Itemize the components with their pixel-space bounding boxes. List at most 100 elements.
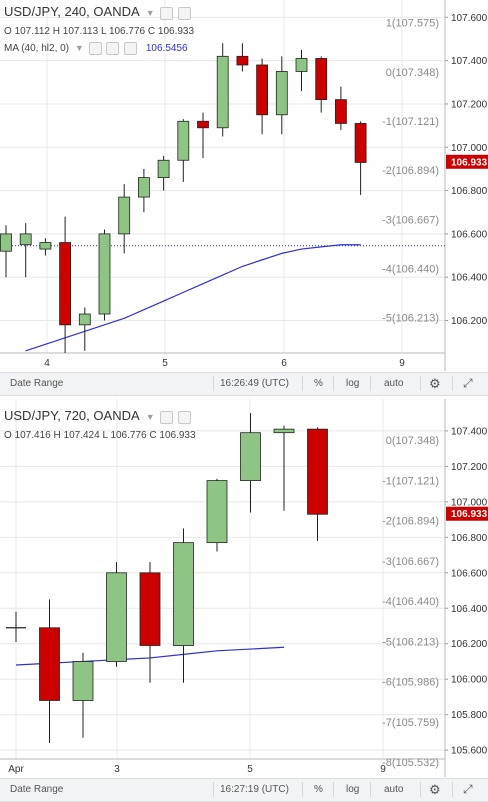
- x-tick-label: Apr: [8, 764, 24, 775]
- candle-body: [236, 55, 249, 66]
- y-tick-label: 106.600: [451, 229, 488, 240]
- chart-1-canvas[interactable]: 107.600 107.400 107.200 107.000 106.800 106.6…: [0, 0, 488, 372]
- auto-toggle[interactable]: auto: [384, 784, 404, 795]
- percent-level-label: -2(106.894): [382, 165, 439, 177]
- percent-toggle[interactable]: %: [314, 378, 323, 389]
- percent-level-label: 0(107.348): [386, 435, 439, 447]
- percent-level-label: -3(106.667): [382, 556, 439, 568]
- candle-body: [39, 627, 60, 701]
- visibility-icon[interactable]: [88, 42, 102, 55]
- y-tick-label: 107.400: [451, 56, 488, 67]
- x-tick-label: 4: [44, 358, 50, 369]
- plot-area: [0, 399, 445, 759]
- date-range-button[interactable]: Date Range: [10, 378, 64, 389]
- gear-icon[interactable]: ⚙: [429, 782, 441, 797]
- chevron-down-icon[interactable]: ▼: [145, 412, 155, 422]
- chevron-down-icon[interactable]: ▼: [74, 43, 84, 54]
- y-tick-label: 106.800: [451, 186, 488, 197]
- percent-toggle[interactable]: %: [314, 784, 323, 795]
- ma-value: 106.5456: [145, 43, 188, 55]
- chart-1-ohlc-row: O 107.112 H 107.113 L 106.776 C 106.933: [4, 26, 194, 37]
- candle-body: [106, 572, 127, 662]
- date-range-button[interactable]: Date Range: [10, 784, 64, 795]
- candle-body: [78, 313, 91, 326]
- log-toggle[interactable]: log: [346, 378, 360, 389]
- x-tick-label: 9: [380, 764, 386, 775]
- candle-body: [216, 55, 229, 129]
- y-tick-label: 107.000: [451, 497, 488, 508]
- candle-body: [354, 123, 367, 163]
- candle-body: [98, 233, 111, 315]
- settings-icon[interactable]: [177, 410, 191, 424]
- candle-body: [197, 120, 209, 129]
- chart-1-interval: 240: [64, 4, 87, 19]
- chart-2-broker: OANDA: [93, 408, 140, 423]
- y-tick-label: 107.600: [451, 13, 488, 24]
- toolbar-2: Date Range 16:27:19 (UTC) % log auto ⚙ ⤢: [0, 778, 488, 802]
- ohlc-close-label: C: [147, 26, 156, 37]
- candle-body: [256, 64, 269, 116]
- fullscreen-icon[interactable]: ⤢: [463, 376, 473, 390]
- last-price-tag: [446, 506, 488, 521]
- close-icon[interactable]: [124, 42, 138, 55]
- y-tick-label: 106.200: [451, 316, 488, 327]
- candle-body: [173, 542, 194, 646]
- ohlc-open-value: 107.416: [14, 430, 51, 441]
- chart-1-broker: OANDA: [93, 4, 140, 19]
- ma-label: MA (40, hl2, 0): [4, 43, 70, 55]
- percent-level-label: 1(107.575): [386, 18, 439, 30]
- ohlc-low-value: 106.776: [110, 430, 147, 441]
- percent-level-label: -4(106.440): [382, 264, 439, 276]
- chevron-down-icon[interactable]: ▼: [145, 8, 155, 18]
- settings-icon[interactable]: [106, 42, 120, 55]
- candle-body: [295, 58, 308, 72]
- visibility-icon[interactable]: [159, 410, 173, 424]
- chart-1-symbol: USD/JPY: [4, 4, 58, 19]
- visibility-icon[interactable]: [159, 6, 173, 20]
- clock-time: 16:27:19 (UTC): [220, 784, 289, 795]
- moving-average-line: [25, 244, 361, 352]
- ohlc-high-label: H: [53, 430, 61, 441]
- y-tick-label: 106.400: [451, 604, 488, 615]
- percent-level-label: 0(107.348): [386, 67, 439, 79]
- ohlc-high-value: 107.113: [62, 26, 99, 37]
- log-toggle[interactable]: log: [346, 784, 360, 795]
- y-tick-label: 105.800: [451, 710, 488, 721]
- ma-indicator-row: MA (40, hl2, 0) ▼ 106.5456: [4, 42, 188, 55]
- x-tick-label: 5: [162, 358, 168, 369]
- candle-body: [19, 233, 32, 246]
- last-price-label: 106.933: [451, 157, 488, 168]
- percent-level-label: -1(107.121): [382, 475, 439, 487]
- percent-level-label: -5(106.213): [382, 313, 439, 325]
- ohlc-high-value: 107.424: [63, 430, 100, 441]
- ohlc-open-label: O: [4, 430, 12, 441]
- chart-2-interval: 720: [64, 408, 87, 423]
- ohlc-open-label: O: [4, 26, 12, 37]
- clock-time: 16:26:49 (UTC): [220, 378, 289, 389]
- percent-level-label: -5(106.213): [382, 636, 439, 648]
- chart-2-symbol: USD/JPY: [4, 408, 58, 423]
- candle-body: [137, 177, 150, 198]
- fullscreen-icon[interactable]: ⤢: [463, 782, 473, 796]
- ohlc-open-value: 107.112: [14, 26, 50, 37]
- ohlc-close-label: C: [149, 430, 157, 441]
- candle-body: [157, 159, 170, 178]
- settings-icon[interactable]: [177, 6, 191, 20]
- y-tick-label: 107.400: [451, 426, 488, 437]
- candle-body: [139, 572, 161, 646]
- candle-body: [275, 71, 288, 116]
- candle-body: [118, 196, 131, 235]
- y-tick-label: 107.000: [451, 143, 488, 154]
- candle-body: [240, 432, 261, 481]
- auto-toggle[interactable]: auto: [384, 378, 404, 389]
- percent-level-label: -3(106.667): [382, 214, 439, 226]
- gear-icon[interactable]: ⚙: [429, 376, 441, 391]
- percent-level-label: -1(107.121): [382, 116, 439, 128]
- ohlc-high-label: H: [52, 26, 60, 37]
- ohlc-low-value: 106.776: [108, 26, 146, 37]
- chart-2-canvas[interactable]: 107.400 107.200 107.000 106.800 106.600 106.4…: [0, 399, 488, 780]
- chart-panel-2[interactable]: 107.400 107.200 107.000 106.800 106.600 106.4…: [0, 399, 488, 780]
- chart-panel-1[interactable]: 107.600 107.400 107.200 107.000 106.800 106.6…: [0, 0, 488, 372]
- y-tick-label: 106.800: [451, 533, 488, 544]
- y-tick-label: 106.000: [451, 675, 488, 686]
